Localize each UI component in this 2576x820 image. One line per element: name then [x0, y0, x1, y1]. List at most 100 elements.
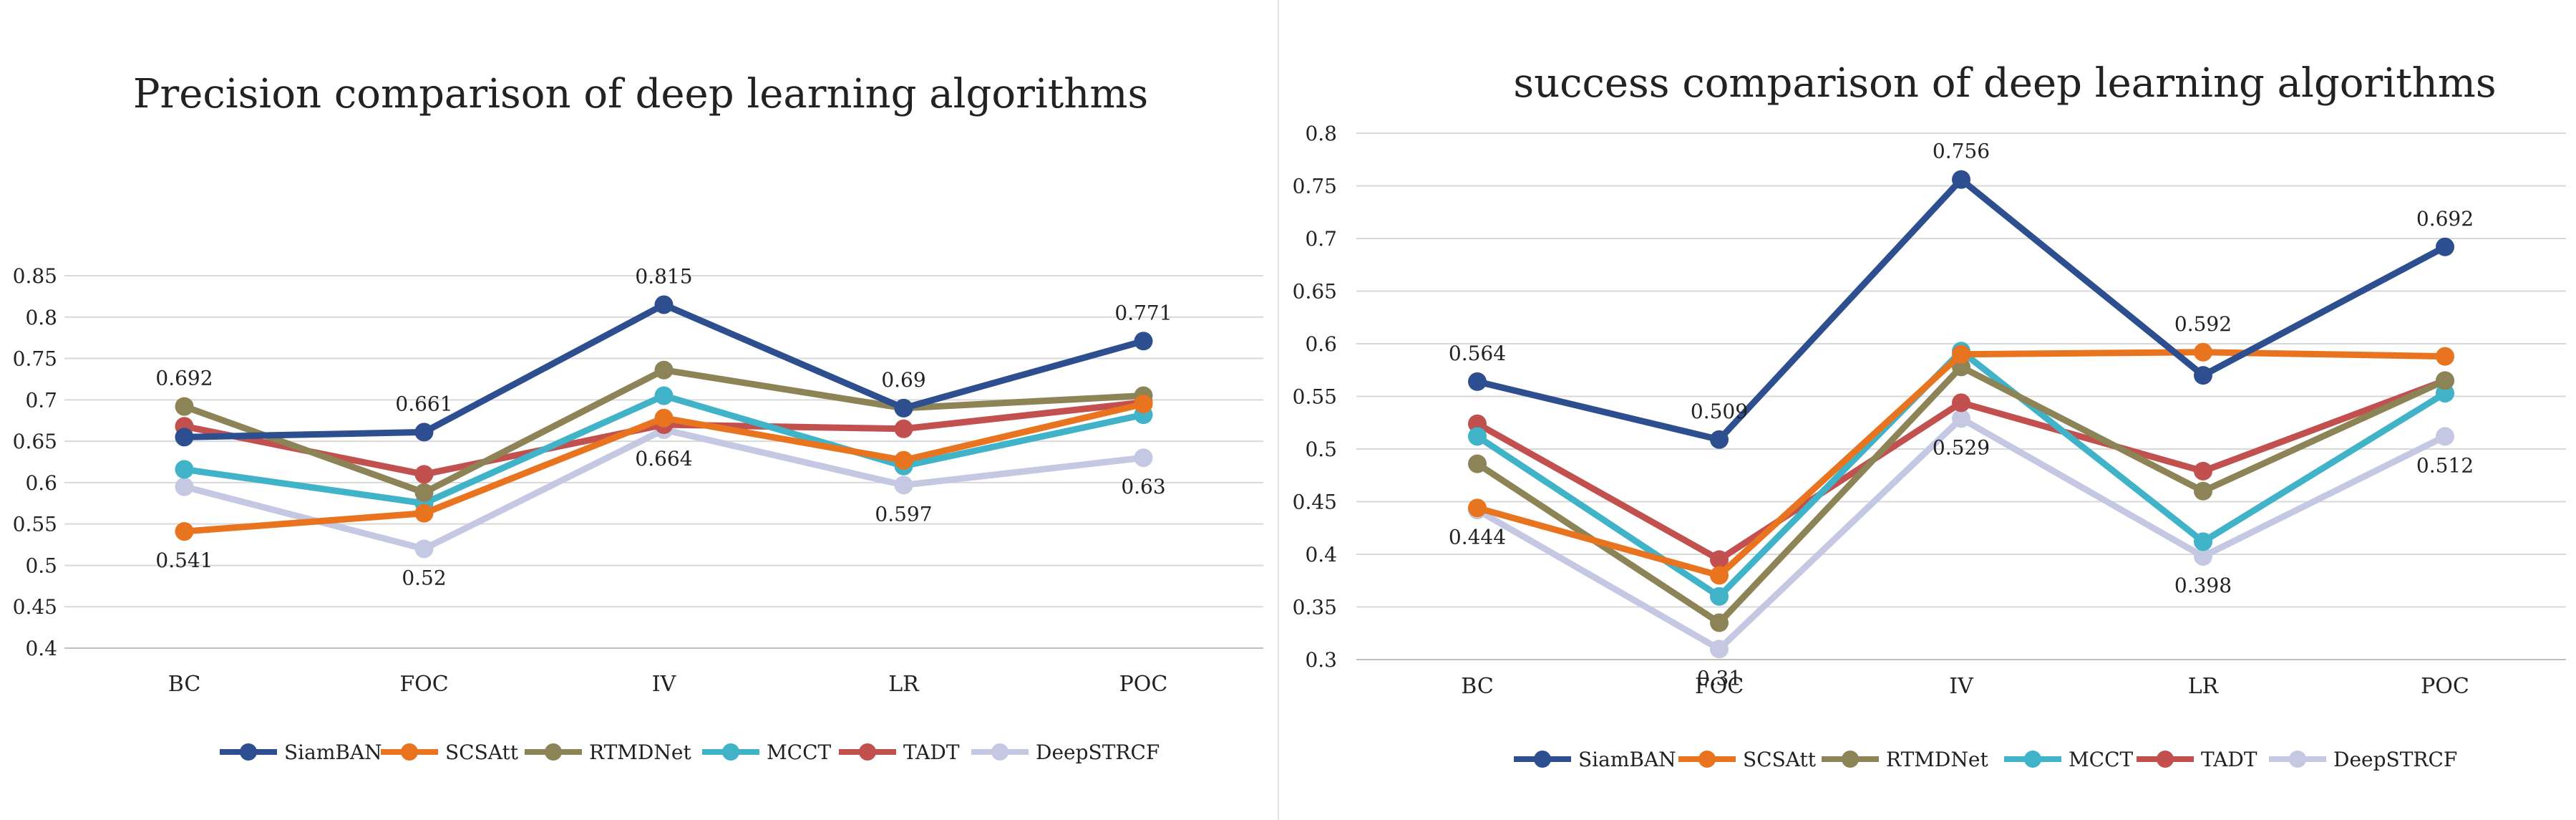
- precision-data-label: 0.664: [635, 447, 692, 471]
- precision-x-tick-lr: LR: [888, 672, 920, 697]
- precision-y-tick-label: 0.4: [25, 637, 57, 660]
- success-point-scsatt-iv: [1952, 344, 1970, 364]
- precision-point-siamban-lr: [894, 398, 913, 418]
- success-data-label: 0.564: [1449, 342, 1506, 365]
- precision-point-rtmdnet-bc: [175, 397, 194, 416]
- success-point-tadt-lr: [2194, 461, 2212, 481]
- success-point-tadt-foc: [1710, 550, 1729, 569]
- precision-legend-item-scsatt: SCSAtt: [381, 741, 519, 764]
- success-chart-panel: success comparison of deep learning algo…: [1281, 0, 2576, 820]
- success-point-siamban-bc: [1468, 372, 1487, 391]
- success-data-label: 0.31: [1697, 666, 1741, 690]
- precision-chart-panel: Precision comparison of deep learning al…: [0, 0, 1279, 820]
- success-data-label: 0.512: [2416, 453, 2474, 477]
- success-y-tick-label: 0.4: [1305, 543, 1337, 566]
- success-x-tick-bc: BC: [1461, 674, 1494, 699]
- precision-point-mcct-bc: [175, 460, 194, 479]
- success-point-mcct-lr: [2194, 532, 2212, 551]
- precision-chart: Precision comparison of deep learning al…: [13, 71, 1263, 764]
- precision-point-siamban-iv: [654, 295, 674, 314]
- success-data-label: 0.692: [2416, 207, 2474, 231]
- precision-legend-item-tadt: TADT: [839, 741, 960, 764]
- precision-data-label: 0.541: [155, 549, 213, 572]
- precision-y-tick-label: 0.5: [25, 554, 57, 577]
- success-data-label: 0.529: [1933, 435, 1990, 459]
- success-point-deepstrcf-foc: [1710, 640, 1729, 659]
- legend-swatch-marker: [2289, 751, 2306, 768]
- success-point-scsatt-foc: [1710, 566, 1729, 585]
- precision-point-scsatt-bc: [175, 522, 194, 541]
- precision-point-siamban-poc: [1134, 332, 1153, 351]
- precision-x-tick-bc: BC: [168, 672, 201, 697]
- precision-y-tick-label: 0.65: [13, 430, 57, 453]
- success-x-tick-foc: FOC: [1695, 674, 1744, 699]
- legend-label: TADT: [2201, 748, 2257, 771]
- success-point-scsatt-poc: [2436, 347, 2454, 366]
- legend-swatch-marker: [1698, 751, 1716, 768]
- legend-label: DeepSTRCF: [1036, 741, 1160, 764]
- legend-label: SCSAtt: [1743, 748, 1817, 771]
- precision-point-deepstrcf-lr: [894, 476, 913, 495]
- legend-label: SiamBAN: [1578, 748, 1676, 771]
- precision-y-tick-label: 0.85: [13, 264, 57, 288]
- success-data-label: 0.509: [1691, 400, 1748, 423]
- success-y-tick-label: 0.45: [1293, 491, 1337, 514]
- precision-legend-item-siamban: SiamBAN: [220, 741, 382, 764]
- success-point-deepstrcf-iv: [1952, 409, 1970, 428]
- precision-point-siamban-foc: [414, 423, 434, 442]
- legend-swatch-marker: [1534, 751, 1551, 768]
- precision-point-scsatt-iv: [654, 408, 674, 428]
- precision-data-label: 0.597: [875, 502, 932, 526]
- precision-point-tadt-foc: [414, 465, 434, 484]
- success-point-siamban-poc: [2436, 237, 2454, 256]
- success-y-tick-label: 0.5: [1305, 438, 1337, 461]
- precision-point-rtmdnet-iv: [654, 360, 674, 380]
- precision-point-rtmdnet-foc: [414, 483, 434, 502]
- legend-label: SiamBAN: [284, 741, 382, 764]
- legend-label: DeepSTRCF: [2333, 748, 2457, 771]
- success-x-tick-iv: IV: [1949, 674, 1974, 699]
- success-chart: success comparison of deep learning algo…: [1293, 60, 2566, 771]
- precision-legend-item-mcct: MCCT: [702, 741, 832, 764]
- precision-chart-title: Precision comparison of deep learning al…: [133, 71, 1148, 117]
- success-chart-title: success comparison of deep learning algo…: [1513, 60, 2496, 107]
- precision-point-tadt-lr: [894, 419, 913, 438]
- precision-data-label: 0.52: [402, 566, 446, 589]
- precision-x-tick-poc: POC: [1119, 672, 1168, 697]
- precision-legend-item-deepstrcf: DeepSTRCF: [971, 741, 1160, 764]
- success-point-tadt-iv: [1952, 393, 1970, 413]
- legend-swatch-marker: [859, 743, 876, 761]
- success-y-tick-label: 0.6: [1305, 332, 1337, 356]
- legend-label: MCCT: [767, 741, 832, 764]
- precision-x-tick-foc: FOC: [399, 672, 448, 697]
- success-legend-item-scsatt: SCSAtt: [1678, 748, 1817, 771]
- success-point-mcct-foc: [1710, 587, 1729, 606]
- success-data-label: 0.444: [1449, 525, 1506, 549]
- success-y-tick-label: 0.7: [1305, 227, 1337, 251]
- success-legend-item-mcct: MCCT: [2004, 748, 2134, 771]
- legend-swatch-marker: [545, 743, 562, 761]
- legend-swatch-marker: [991, 743, 1008, 761]
- success-point-scsatt-lr: [2194, 342, 2212, 362]
- success-point-deepstrcf-poc: [2436, 427, 2454, 446]
- success-y-tick-label: 0.8: [1305, 122, 1337, 145]
- precision-x-tick-iv: IV: [652, 672, 677, 697]
- precision-data-label: 0.692: [155, 367, 213, 390]
- success-x-tick-poc: POC: [2421, 674, 2469, 699]
- precision-point-siamban-bc: [175, 428, 194, 447]
- precision-point-deepstrcf-bc: [175, 477, 194, 496]
- success-point-scsatt-bc: [1468, 498, 1487, 518]
- success-point-siamban-iv: [1952, 170, 1970, 189]
- success-point-rtmdnet-bc: [1468, 454, 1487, 473]
- legend-label: RTMDNet: [589, 741, 691, 764]
- precision-legend-item-rtmdnet: RTMDNet: [525, 741, 691, 764]
- legend-swatch-marker: [722, 743, 739, 761]
- success-y-tick-label: 0.35: [1293, 596, 1337, 619]
- precision-data-label: 0.69: [881, 368, 925, 392]
- precision-y-tick-label: 0.55: [13, 513, 57, 536]
- success-point-siamban-foc: [1710, 430, 1729, 449]
- success-point-rtmdnet-poc: [2436, 371, 2454, 390]
- success-legend-item-rtmdnet: RTMDNet: [1822, 748, 1988, 771]
- precision-y-tick-label: 0.8: [25, 306, 57, 329]
- precision-y-tick-label: 0.7: [25, 388, 57, 412]
